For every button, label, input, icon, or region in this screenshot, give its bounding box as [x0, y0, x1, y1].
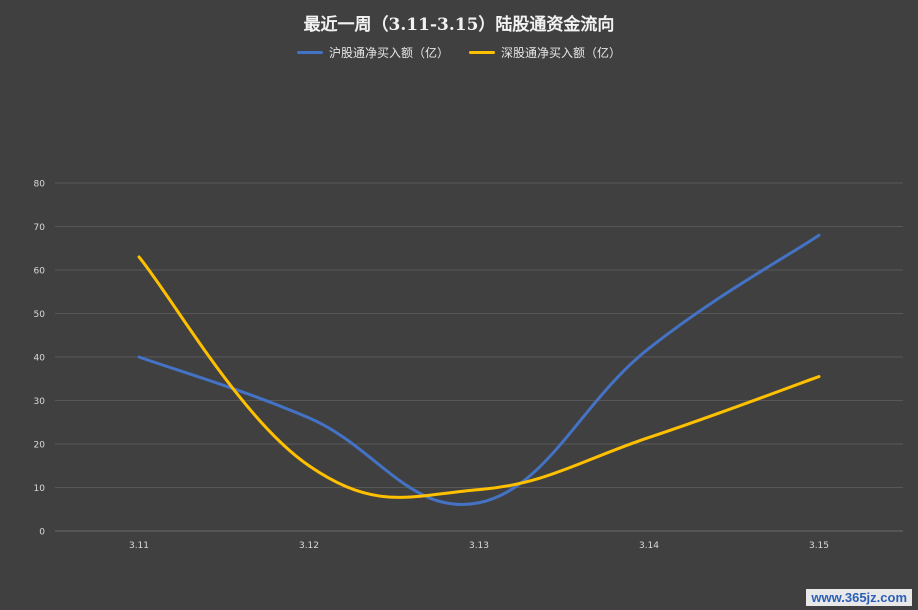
legend-swatch-sh [296, 51, 323, 54]
y-tick-label: 30 [34, 397, 46, 407]
x-tick-label: 3.12 [299, 541, 319, 551]
series-line-1 [137, 255, 821, 499]
series-lines [137, 233, 821, 506]
legend: 沪股通净买入额（亿） 深股通净买入额（亿） [0, 44, 918, 61]
series-line-0 [137, 233, 821, 506]
legend-item-sh: 沪股通净买入额（亿） [296, 44, 449, 61]
legend-swatch-sz [469, 51, 495, 54]
y-tick-label: 10 [34, 484, 46, 494]
y-tick-label: 80 [34, 180, 46, 190]
y-tick-label: 50 [34, 310, 46, 320]
x-tick-label: 3.11 [129, 541, 149, 551]
y-tick-label: 40 [34, 354, 46, 364]
y-tick-label: 70 [34, 223, 46, 233]
y-tick-label: 20 [34, 441, 46, 451]
watermark: www.365jz.com [806, 589, 912, 606]
legend-item-sz: 深股通净买入额（亿） [469, 44, 621, 61]
x-tick-label: 3.14 [639, 541, 659, 551]
legend-label-sh: 沪股通净买入额（亿） [328, 46, 449, 60]
y-tick-label: 60 [34, 267, 46, 277]
x-tick-label: 3.15 [809, 541, 829, 551]
y-tick-labels: 0 10 20 30 40 50 60 70 80 [34, 180, 46, 538]
legend-label-sz: 深股通净买入额（亿） [501, 46, 622, 60]
grid [55, 182, 903, 532]
y-tick-label: 0 [39, 528, 45, 538]
x-tick-labels: 3.11 3.12 3.13 3.14 3.15 [129, 541, 829, 551]
x-tick-label: 3.13 [469, 541, 489, 551]
chart-title: 最近一周（3.11-3.15）陆股通资金流向 [303, 15, 615, 35]
